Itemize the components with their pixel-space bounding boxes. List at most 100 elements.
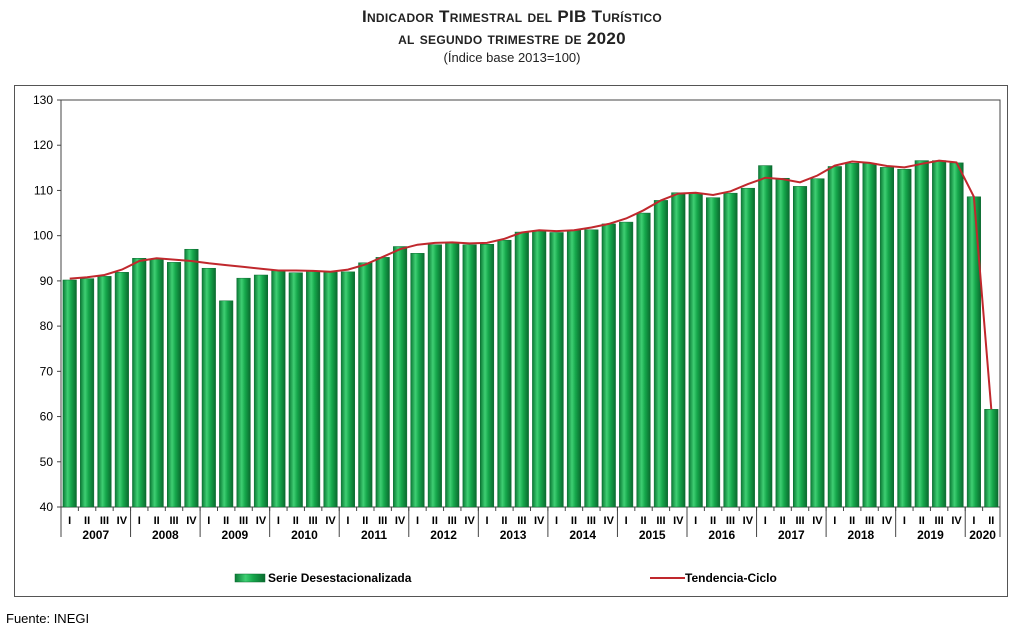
quarter-label: IV bbox=[325, 515, 336, 527]
bar bbox=[97, 276, 112, 508]
year-label: 2020 bbox=[969, 528, 996, 542]
bar bbox=[706, 197, 721, 508]
quarter-label: IV bbox=[464, 515, 475, 527]
bar bbox=[149, 258, 164, 508]
bar bbox=[636, 212, 651, 508]
bar bbox=[166, 262, 182, 508]
year-label: 2010 bbox=[291, 528, 318, 542]
y-tick-label: 60 bbox=[40, 410, 54, 424]
bar bbox=[740, 187, 755, 508]
y-tick-label: 50 bbox=[40, 455, 54, 469]
y-tick-label: 120 bbox=[33, 138, 53, 152]
bar bbox=[479, 244, 495, 508]
bar bbox=[827, 166, 842, 508]
quarter-label: III bbox=[795, 515, 804, 527]
quarter-label: IV bbox=[256, 515, 267, 527]
bar bbox=[253, 274, 269, 508]
quarter-label: III bbox=[448, 515, 457, 527]
bar bbox=[775, 177, 790, 508]
bar bbox=[288, 272, 303, 508]
trend-line bbox=[69, 159, 993, 410]
legend-swatch-bars bbox=[234, 573, 266, 583]
y-tick-label: 130 bbox=[33, 93, 53, 107]
bar bbox=[427, 244, 442, 508]
bar bbox=[80, 278, 95, 508]
bar bbox=[688, 193, 703, 508]
bar bbox=[723, 192, 738, 508]
bar bbox=[219, 300, 234, 508]
legend: Serie Desestacionalizada Tendencia-Ciclo bbox=[234, 571, 777, 585]
bar bbox=[201, 267, 216, 508]
quarter-label: II bbox=[362, 515, 368, 527]
quarter-label: III bbox=[239, 515, 248, 527]
quarter-label: I bbox=[555, 515, 558, 527]
quarter-label: I bbox=[764, 515, 767, 527]
bar bbox=[462, 244, 477, 508]
quarter-label: II bbox=[154, 515, 160, 527]
year-label: 2013 bbox=[500, 528, 527, 542]
quarter-label: II bbox=[849, 515, 855, 527]
quarter-label: II bbox=[710, 515, 716, 527]
quarter-label: II bbox=[432, 515, 438, 527]
quarter-label: I bbox=[416, 515, 419, 527]
chart-subtitle: (Índice base 2013=100) bbox=[443, 50, 581, 65]
quarter-label: I bbox=[972, 515, 975, 527]
y-tick-label: 70 bbox=[40, 364, 54, 378]
quarter-label: IV bbox=[604, 515, 615, 527]
year-label: 2014 bbox=[569, 528, 596, 542]
year-label: 2016 bbox=[708, 528, 735, 542]
bar bbox=[514, 231, 529, 508]
bar bbox=[393, 246, 408, 508]
quarter-label: IV bbox=[117, 515, 128, 527]
quarter-label: III bbox=[656, 515, 665, 527]
bar bbox=[184, 248, 199, 508]
bar bbox=[584, 229, 599, 508]
bar bbox=[340, 271, 355, 508]
bar bbox=[845, 163, 860, 508]
quarter-label: I bbox=[138, 515, 141, 527]
quarter-label: III bbox=[378, 515, 387, 527]
quarter-label: II bbox=[501, 515, 507, 527]
quarter-label: IV bbox=[951, 515, 962, 527]
quarter-label: II bbox=[84, 515, 90, 527]
quarter-label: I bbox=[903, 515, 906, 527]
bar bbox=[132, 258, 147, 508]
quarter-label: II bbox=[640, 515, 646, 527]
quarter-label: IV bbox=[186, 515, 197, 527]
bar bbox=[671, 192, 686, 508]
quarter-label: I bbox=[833, 515, 836, 527]
bar bbox=[532, 230, 547, 508]
quarter-label: III bbox=[309, 515, 318, 527]
quarter-label: II bbox=[988, 515, 994, 527]
bar-series bbox=[62, 160, 999, 508]
legend-label-bars: Serie Desestacionalizada bbox=[268, 571, 412, 585]
bar bbox=[914, 160, 929, 508]
quarter-label: IV bbox=[395, 515, 406, 527]
trend-series bbox=[69, 159, 993, 410]
quarter-label: I bbox=[485, 515, 488, 527]
bar bbox=[758, 165, 773, 508]
y-tick-label: 110 bbox=[34, 183, 53, 197]
bar bbox=[323, 272, 338, 508]
quarter-label: III bbox=[587, 515, 596, 527]
bar bbox=[375, 257, 390, 508]
bar bbox=[601, 223, 616, 508]
chart-title: Indicador Trimestral del PIB Turístico bbox=[361, 7, 663, 26]
chart-title-line2: al segundo trimestre de 2020 bbox=[398, 29, 626, 48]
bar bbox=[445, 242, 460, 508]
quarter-label: IV bbox=[743, 515, 754, 527]
bar bbox=[358, 262, 373, 508]
legend-label-trend: Tendencia-Ciclo bbox=[685, 571, 777, 585]
quarter-label: III bbox=[865, 515, 874, 527]
bar bbox=[619, 221, 634, 508]
quarter-label: III bbox=[517, 515, 526, 527]
year-label: 2017 bbox=[778, 528, 805, 542]
year-label: 2015 bbox=[639, 528, 666, 542]
quarter-label: II bbox=[293, 515, 299, 527]
quarter-label: II bbox=[919, 515, 925, 527]
quarter-label: IV bbox=[882, 515, 893, 527]
bar bbox=[810, 178, 825, 508]
year-label: 2008 bbox=[152, 528, 179, 542]
quarter-label: I bbox=[207, 515, 210, 527]
